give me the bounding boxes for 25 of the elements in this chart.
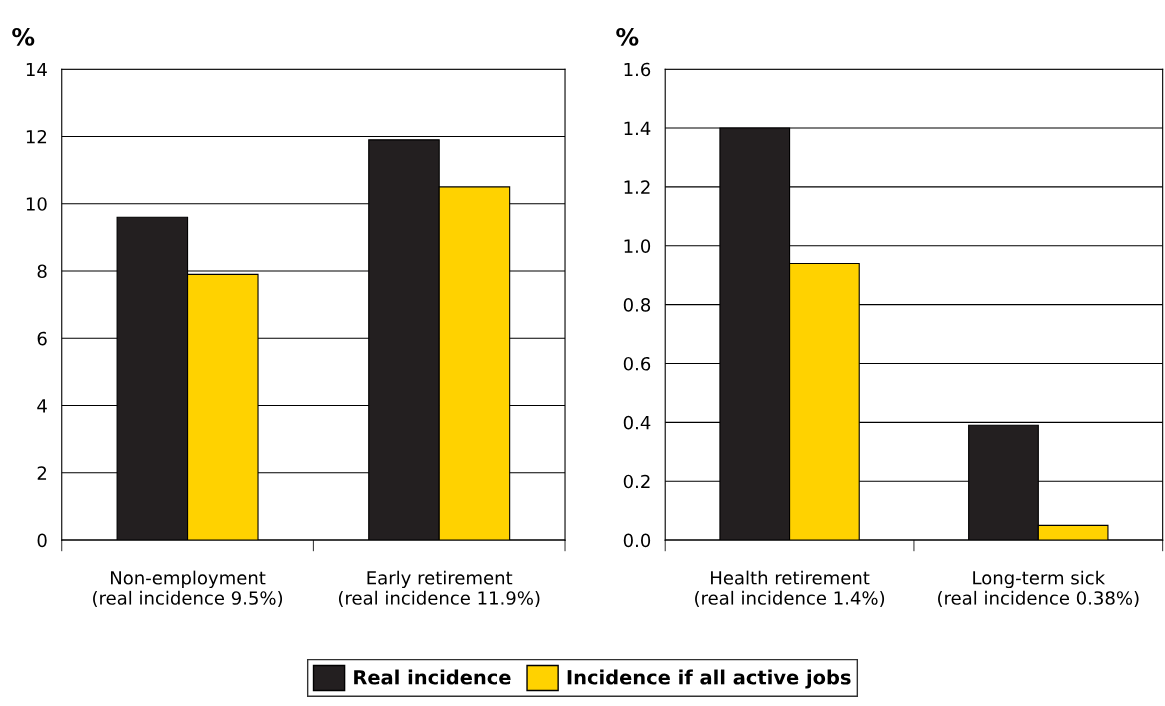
y-tick-label: 1.2: [624, 180, 650, 194]
legend-label: Incidence if all active jobs: [567, 669, 851, 689]
y-tick-label: 1.6: [624, 62, 651, 77]
y-tick-label: 8: [37, 264, 47, 279]
y-tick-label: 10: [26, 197, 47, 211]
y-tick-label: 14: [26, 62, 47, 77]
x-tick-label: Non-employment (real incidence 9.5%): [93, 570, 283, 607]
y-tick-label: 2: [37, 466, 47, 480]
y-tick-label: 1.4: [624, 121, 651, 135]
x-tick-label: Long-term sick (real incidence 0.38%): [938, 570, 1139, 607]
x-tick-label: Early retirement (real incidence 11.9%): [338, 570, 540, 607]
y-tick-label: 0.8: [623, 298, 651, 312]
y-tick-label: 6: [37, 331, 47, 346]
y-tick-label: 12: [26, 129, 47, 144]
y-tick-label: 1.0: [624, 239, 651, 253]
y-axis-title: %: [12, 27, 35, 46]
y-tick-label: 4: [37, 399, 47, 413]
y-tick-label: 0.2: [623, 474, 650, 489]
legend-label: Real incidence: [354, 669, 511, 685]
y-tick-label: 0: [37, 533, 47, 548]
x-tick-label: Health retirement (real incidence 1.4%): [695, 570, 885, 607]
y-tick-label: 0.6: [623, 356, 651, 371]
y-tick-label: 0.4: [623, 415, 651, 430]
y-tick-label: 0.0: [623, 533, 651, 548]
y-axis-title: %: [616, 27, 639, 46]
